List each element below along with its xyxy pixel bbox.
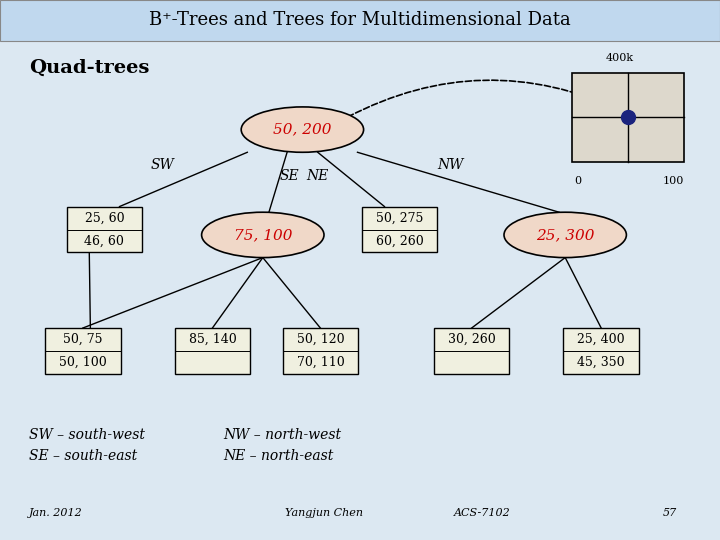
Ellipse shape [241, 107, 364, 152]
Text: B⁺-Trees and Trees for Multidimensional Data: B⁺-Trees and Trees for Multidimensional … [149, 11, 571, 29]
Text: SW – south-west: SW – south-west [29, 428, 145, 442]
Ellipse shape [202, 212, 324, 258]
Text: 50, 200: 50, 200 [273, 123, 332, 137]
Text: 25, 400: 25, 400 [577, 333, 625, 346]
Text: 45, 350: 45, 350 [577, 356, 625, 369]
Text: Quad-trees: Quad-trees [29, 58, 149, 77]
FancyBboxPatch shape [572, 73, 684, 162]
Text: 50, 75: 50, 75 [63, 333, 102, 346]
Text: 46, 60: 46, 60 [84, 234, 125, 247]
Text: Yangjun Chen: Yangjun Chen [285, 508, 363, 518]
Text: SE: SE [279, 168, 299, 183]
Text: NW: NW [437, 158, 463, 172]
FancyBboxPatch shape [45, 328, 121, 374]
Text: Jan. 2012: Jan. 2012 [29, 508, 83, 518]
Text: 70, 110: 70, 110 [297, 356, 344, 369]
Text: SE – south-east: SE – south-east [29, 449, 137, 463]
FancyBboxPatch shape [66, 206, 143, 252]
FancyBboxPatch shape [283, 328, 359, 374]
Text: 75, 100: 75, 100 [233, 228, 292, 242]
Ellipse shape [504, 212, 626, 258]
Text: 85, 140: 85, 140 [189, 333, 236, 346]
Text: SW: SW [150, 158, 174, 172]
FancyBboxPatch shape [0, 0, 720, 40]
Text: ACS-7102: ACS-7102 [454, 508, 510, 518]
Text: 50, 120: 50, 120 [297, 333, 344, 346]
Text: 30, 260: 30, 260 [448, 333, 495, 346]
Text: 100: 100 [662, 176, 684, 186]
Text: 25, 60: 25, 60 [84, 212, 125, 225]
FancyBboxPatch shape [174, 328, 251, 374]
FancyBboxPatch shape [362, 206, 438, 252]
Text: 50, 100: 50, 100 [59, 356, 107, 369]
Text: 50, 275: 50, 275 [376, 212, 423, 225]
Text: 60, 260: 60, 260 [376, 234, 423, 247]
Text: 25, 300: 25, 300 [536, 228, 595, 242]
Text: 57: 57 [662, 508, 677, 518]
Text: NE: NE [306, 168, 328, 183]
Text: 0: 0 [574, 176, 581, 186]
Text: NE – north-east: NE – north-east [223, 449, 333, 463]
Text: 400k: 400k [606, 53, 634, 63]
FancyBboxPatch shape [433, 328, 510, 374]
FancyBboxPatch shape [563, 328, 639, 374]
Text: NW – north-west: NW – north-west [223, 428, 341, 442]
